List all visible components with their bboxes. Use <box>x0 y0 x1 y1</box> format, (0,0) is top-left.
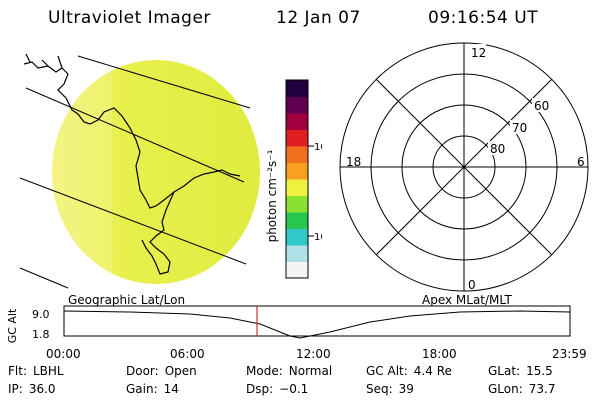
colorbar-segment <box>286 261 308 279</box>
mlt-label-0: 0 <box>468 278 476 292</box>
info-seq: Seq: 39 <box>366 382 414 396</box>
info-dsp: Dsp: −0.1 <box>246 382 309 396</box>
info-filter: Flt: LBHL <box>8 364 64 378</box>
colorbar-segment <box>286 179 308 196</box>
image-date: 12 Jan 07 <box>276 8 361 28</box>
coastline <box>23 53 241 275</box>
x-tick-0000: 00:00 <box>46 347 81 361</box>
x-tick-1800: 18:00 <box>422 347 457 361</box>
x-tick-2359: 23:59 <box>552 347 587 361</box>
mlt-label-6: 6 <box>577 155 585 169</box>
colorbar-unit-label: photon cm⁻²s⁻¹ <box>265 149 279 242</box>
timeline-y-tick-top: 9.0 <box>32 308 50 321</box>
x-tick-0600: 06:00 <box>170 347 205 361</box>
latlon-grid-lines <box>19 55 251 289</box>
info-mode: Mode: Normal <box>246 364 333 378</box>
colorbar-segment <box>286 195 308 213</box>
image-time: 09:16:54 UT <box>428 8 539 28</box>
info-door: Door: Open <box>126 364 197 378</box>
colorbar-segment <box>286 113 308 130</box>
timeline-right-title: Apex MLat/MLT <box>422 293 512 307</box>
info-glat: GLat: 15.5 <box>488 364 553 378</box>
lat-label-80: 80 <box>490 142 505 156</box>
lat-label-60: 60 <box>534 99 549 113</box>
timeline-y-label: GC Alt <box>6 308 19 343</box>
colorbar-segment <box>286 228 308 246</box>
altitude-curve <box>63 310 571 339</box>
colorbar-tick-10: 10 <box>314 232 322 243</box>
lat-label-70: 70 <box>512 121 527 135</box>
x-tick-1200: 12:00 <box>296 347 331 361</box>
colorbar-segment <box>286 146 308 163</box>
colorbar-tick-100: 100 <box>314 142 322 153</box>
colorbar-segment <box>286 80 308 97</box>
earth-disk <box>52 60 260 284</box>
mlt-label-18: 18 <box>346 155 361 169</box>
polar-plot: 12 18 6 0 60 70 80 <box>339 42 589 292</box>
timeline-frame <box>63 305 571 337</box>
app-title: Ultraviolet Imager <box>48 8 211 28</box>
earth-disk-image <box>19 53 260 289</box>
colorbar-frame <box>285 79 309 279</box>
mlt-label-12: 12 <box>471 46 486 60</box>
info-gc-alt: GC Alt: 4.4 Re <box>366 364 452 378</box>
colorbar-scale <box>285 79 309 279</box>
info-gain: Gain: 14 <box>126 382 179 396</box>
colorbar: 100 10 photon cm⁻²s⁻¹ <box>265 79 322 279</box>
timeline-left-title: Geographic Lat/Lon <box>68 293 185 307</box>
timeline-y-tick-bottom: 1.8 <box>32 328 50 341</box>
orbit-timeline: Geographic Lat/Lon Apex MLat/MLT GC Alt … <box>6 293 587 361</box>
colorbar-segment <box>286 96 308 114</box>
colorbar-segment <box>286 129 308 147</box>
colorbar-segment <box>286 212 308 229</box>
info-glon: GLon: 73.7 <box>488 382 556 396</box>
polar-diagonal-2 <box>375 78 553 256</box>
colorbar-segment <box>286 245 308 262</box>
info-ip: IP: 36.0 <box>8 382 56 396</box>
colorbar-segment <box>286 162 308 180</box>
